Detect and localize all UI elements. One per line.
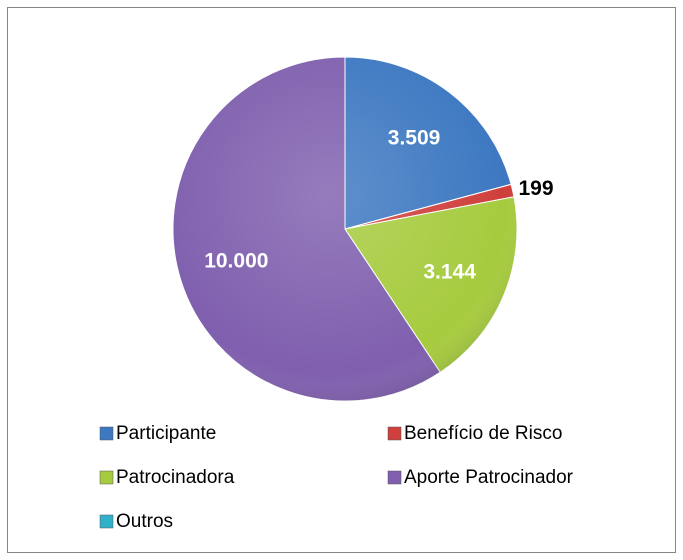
legend-label: Participante (116, 423, 216, 444)
legend-label: Aporte Patrocinador (404, 467, 574, 488)
data-label: 10.000 (204, 249, 268, 272)
legend: Participante Benefício de Risco Patrocinad… (99, 423, 574, 532)
legend-label: Patrocinadora (116, 467, 235, 488)
legend-swatch (99, 470, 114, 485)
legend-label: Outros (116, 511, 173, 532)
legend-swatch (387, 426, 402, 441)
legend-swatch (99, 514, 114, 529)
data-label: 3.509 (388, 126, 441, 149)
labels: 3.509 199 3.144 10.000 (204, 126, 553, 283)
pie (172, 56, 518, 402)
legend-label: Benefício de Risco (404, 423, 562, 444)
legend-swatch (99, 426, 114, 441)
data-label: 199 (518, 177, 553, 200)
legend-swatch (387, 470, 402, 485)
data-label: 3.144 (423, 261, 476, 284)
